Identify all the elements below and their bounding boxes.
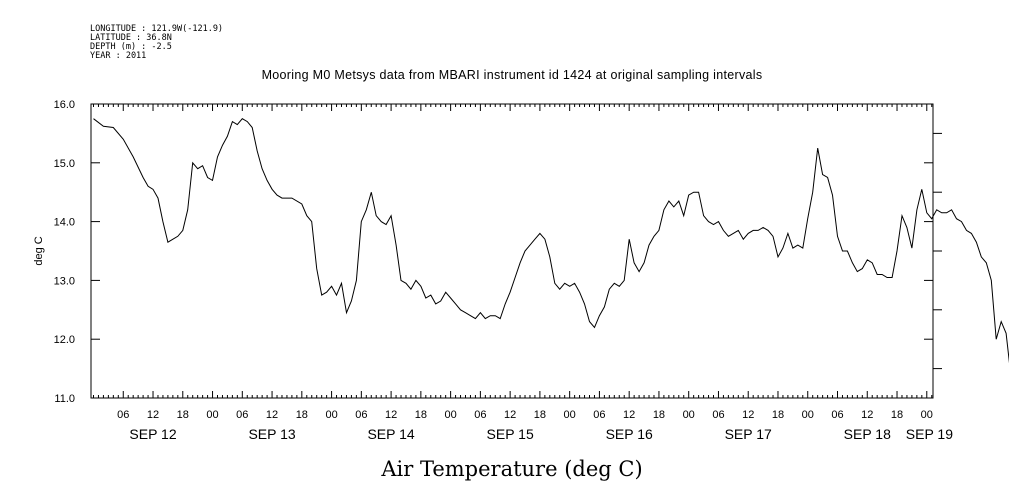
hour-tick-label: 00 xyxy=(325,409,337,421)
hour-tick-label: 06 xyxy=(831,409,843,421)
y-tick-label: 16.0 xyxy=(54,99,75,111)
metadata-line: DEPTH (m) : -2.5 xyxy=(90,42,172,52)
metadata-line: LATITUDE : 36.8N xyxy=(90,33,172,43)
hour-tick-label: 00 xyxy=(564,409,576,421)
plot-frame xyxy=(90,103,934,399)
day-tick-label: SEP 17 xyxy=(725,426,772,442)
y-tick-label: 13.0 xyxy=(54,275,75,287)
hour-tick-label: 00 xyxy=(921,409,933,421)
hour-tick-label: 18 xyxy=(415,409,427,421)
day-tick-label: SEP 16 xyxy=(606,426,653,442)
day-tick-label: SEP 15 xyxy=(487,426,534,442)
hour-tick-label: 06 xyxy=(117,409,129,421)
hour-tick-label: 06 xyxy=(236,409,248,421)
metadata-line: YEAR : 2011 xyxy=(90,51,146,61)
day-tick-label: SEP 13 xyxy=(248,426,295,442)
air-temperature-series-line xyxy=(93,118,1009,364)
y-tick-label: 11.0 xyxy=(54,393,75,405)
hour-tick-label: 12 xyxy=(266,409,278,421)
hour-tick-label: 12 xyxy=(623,409,635,421)
hour-tick-label: 12 xyxy=(504,409,516,421)
plot-axes xyxy=(90,103,934,399)
hour-tick-label: 00 xyxy=(444,409,456,421)
hour-tick-label: 12 xyxy=(147,409,159,421)
day-tick-label: SEP 12 xyxy=(129,426,176,442)
hour-tick-label: 00 xyxy=(683,409,695,421)
tick-labels: 06 12 18 00 06 12 18 00 06 12 18 00 06 12 18 00 06 12 18 00… xyxy=(54,99,954,442)
axis-ticks xyxy=(91,103,942,399)
y-axis-label: deg C xyxy=(33,236,45,265)
day-tick-label: SEP 19 xyxy=(906,426,953,442)
hour-tick-label: 18 xyxy=(772,409,784,421)
metadata-block: LONGITUDE : 121.9W(-121.9)LATITUDE : 36.… xyxy=(90,24,223,61)
hour-tick-label: 12 xyxy=(861,409,873,421)
hour-tick-label: 12 xyxy=(385,409,397,421)
hour-tick-label: 00 xyxy=(802,409,814,421)
y-tick-label: 12.0 xyxy=(54,334,75,346)
hour-tick-label: 06 xyxy=(474,409,486,421)
day-tick-label: SEP 18 xyxy=(844,426,891,442)
hour-tick-label: 06 xyxy=(712,409,724,421)
y-tick-label: 14.0 xyxy=(54,217,75,229)
hour-tick-label: 18 xyxy=(534,409,546,421)
hour-tick-label: 18 xyxy=(177,409,189,421)
hour-tick-label: 18 xyxy=(653,409,665,421)
x-axis-label: Air Temperature (deg C) xyxy=(380,457,642,481)
hour-tick-label: 06 xyxy=(593,409,605,421)
hour-tick-label: 00 xyxy=(206,409,218,421)
day-tick-label: SEP 14 xyxy=(367,426,414,442)
y-tick-label: 15.0 xyxy=(54,158,75,170)
hour-tick-label: 18 xyxy=(891,409,903,421)
chart-title: Mooring M0 Metsys data from MBARI instru… xyxy=(262,68,763,82)
hour-tick-label: 18 xyxy=(296,409,308,421)
hour-tick-label: 06 xyxy=(355,409,367,421)
metadata-line: LONGITUDE : 121.9W(-121.9) xyxy=(90,24,223,34)
hour-tick-label: 12 xyxy=(742,409,754,421)
